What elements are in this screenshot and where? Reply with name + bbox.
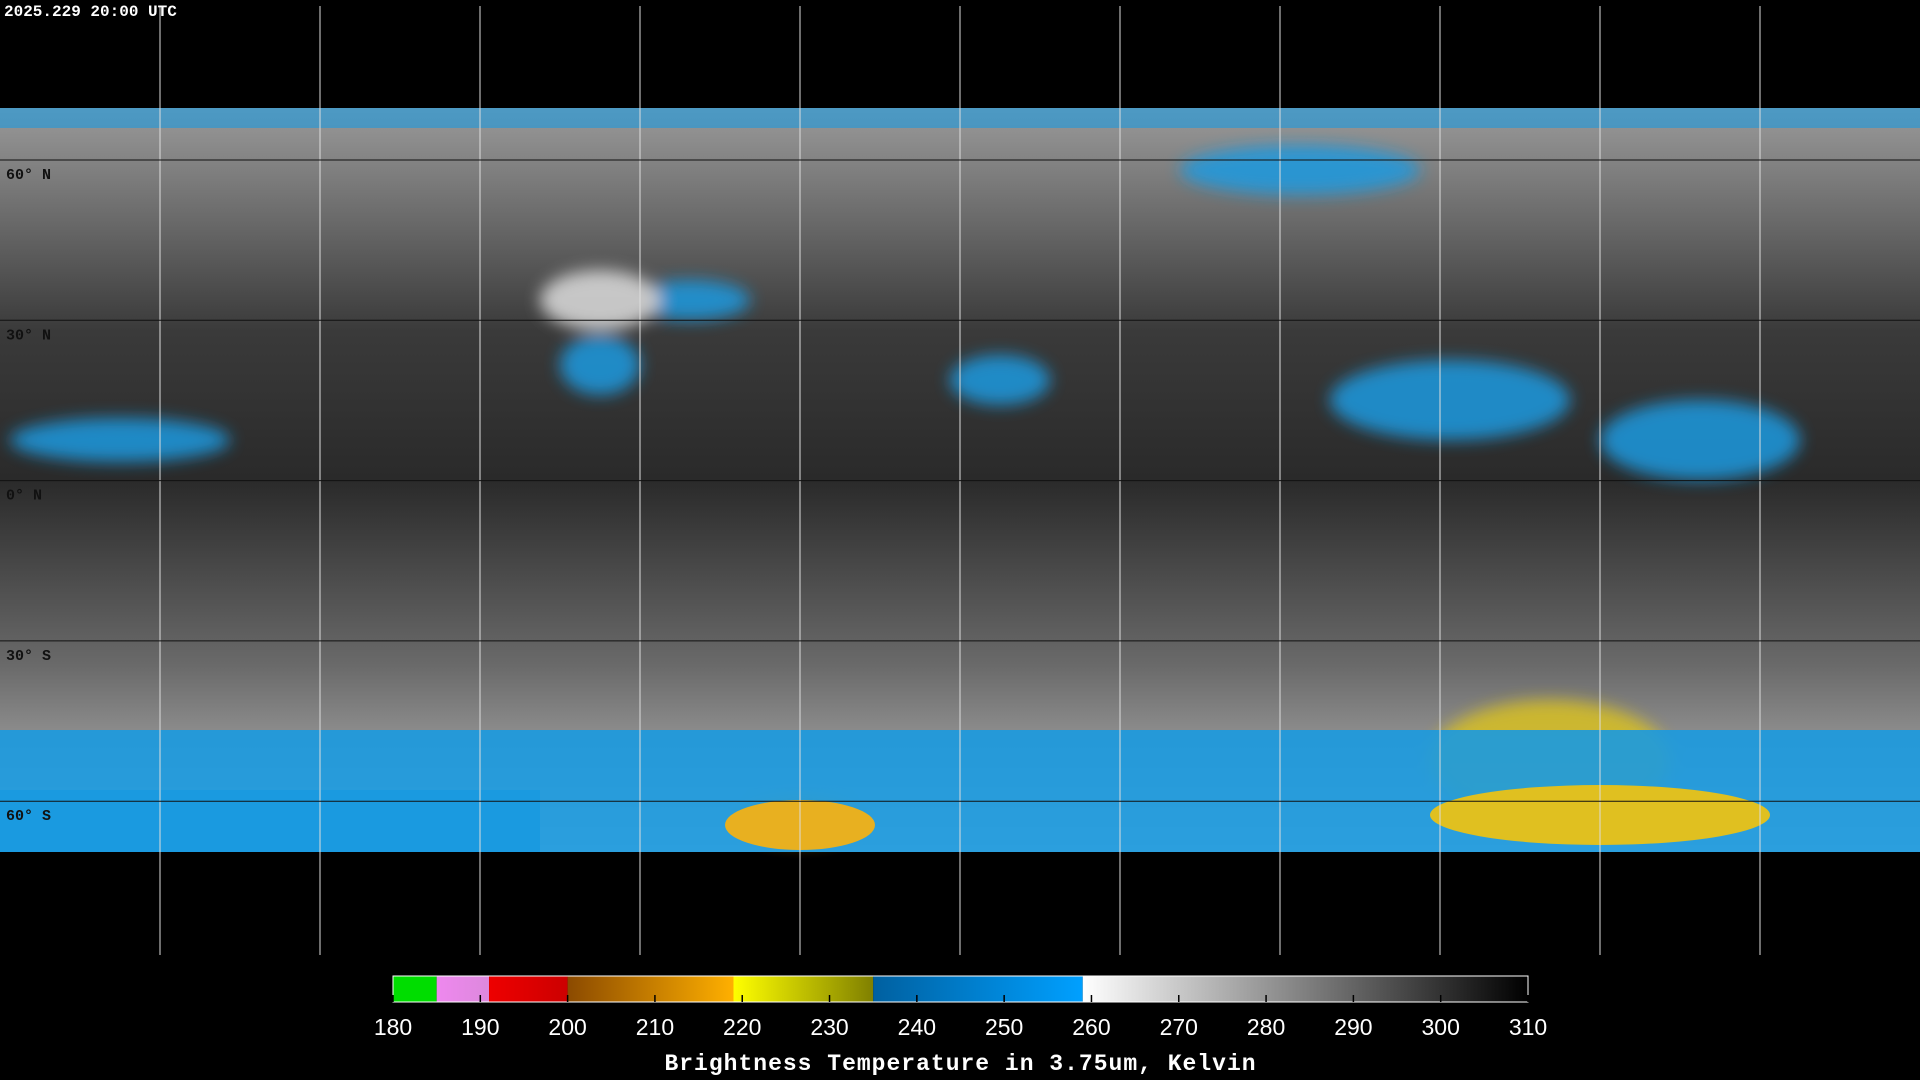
- latitude-label: 30° S: [6, 648, 51, 665]
- colorbar: 180 190 200 210 220 230 240 250 260 270 280 290 300 3…: [374, 975, 1547, 1077]
- colorbar-tick-label: 290: [1334, 1014, 1372, 1040]
- colorbar-tick-label: 310: [1509, 1014, 1547, 1040]
- colorbar-tick-label: 300: [1422, 1014, 1460, 1040]
- colorbar-tick-label: 200: [548, 1014, 586, 1040]
- colorbar-tick-label: 210: [636, 1014, 674, 1040]
- colorbar-tick-label: 260: [1072, 1014, 1110, 1040]
- latitude-label: 0° N: [6, 488, 42, 505]
- latitude-label: 60° S: [6, 808, 51, 825]
- latitude-label: 30° N: [6, 327, 51, 344]
- colorbar-segment: [489, 976, 568, 1002]
- colorbar-segment: [567, 976, 734, 1002]
- colorbar-tick-label: 280: [1247, 1014, 1285, 1040]
- colorbar-segment: [393, 976, 437, 1002]
- colorbar-tick-label: 270: [1160, 1014, 1198, 1040]
- colorbar-segment: [436, 976, 490, 1002]
- colorbar-tick-label: 220: [723, 1014, 761, 1040]
- colorbar-frame: [392, 975, 1529, 1003]
- colorbar-segment: [873, 976, 1083, 1002]
- colorbar-tick-label: 230: [810, 1014, 848, 1040]
- graticule: 60° N 30° N 0° N 30° S 60° S: [0, 6, 1920, 955]
- colorbar-segment: [733, 976, 874, 1002]
- colorbar-tick-label: 190: [461, 1014, 499, 1040]
- colorbar-tick-label: 240: [898, 1014, 936, 1040]
- colorbar-tick-label: 250: [985, 1014, 1023, 1040]
- colorbar-segment: [1082, 976, 1528, 1002]
- colorbar-title: Brightness Temperature in 3.75um, Kelvin: [664, 1051, 1256, 1077]
- latitude-label: 60° N: [6, 167, 51, 184]
- timestamp: 2025.229 20:00 UTC: [4, 3, 177, 21]
- colorbar-tick-label: 180: [374, 1014, 412, 1040]
